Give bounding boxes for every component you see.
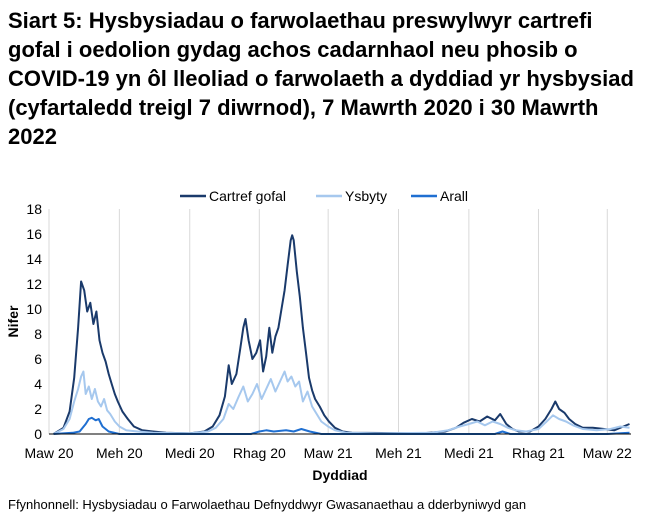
- chart-title: Siart 5: Hysbysiadau o farwolaethau pres…: [8, 8, 634, 149]
- line-chart: Cartref gofal Ysbyty Arall 0 2 4 6 8 10 12 14 16 18…: [5, 188, 632, 483]
- x-tick-label: Medi 21: [444, 445, 494, 461]
- y-tick-label: 8: [34, 326, 42, 342]
- x-tick-label: Maw 21: [304, 445, 353, 461]
- x-tick-label: Medi 20: [165, 445, 215, 461]
- legend-entry: Arall: [440, 188, 468, 204]
- y-tick-label: 16: [26, 226, 42, 242]
- y-tick-label: 6: [34, 351, 42, 367]
- series-lines: [53, 234, 630, 435]
- legend-entry: Cartref gofal: [209, 188, 286, 204]
- series-line-1: [53, 234, 630, 435]
- y-tick-label: 12: [26, 276, 42, 292]
- x-tick-label: Meh 20: [96, 445, 143, 461]
- x-axis-label: Dyddiad: [312, 467, 367, 483]
- x-tick-label: Maw 22: [583, 445, 632, 461]
- x-tick-label: Rhag 20: [233, 445, 286, 461]
- y-tick-label: 0: [34, 426, 42, 442]
- series-line-2: [53, 370, 630, 435]
- y-tick-label: 10: [26, 301, 42, 317]
- y-tick-label: 2: [34, 401, 42, 417]
- y-tick-label: 4: [34, 376, 42, 392]
- legend: Cartref gofal Ysbyty Arall: [180, 188, 468, 204]
- legend-entry: Ysbyty: [345, 188, 387, 204]
- x-tick-label: Rhag 21: [512, 445, 565, 461]
- y-axis-ticks: 0 2 4 6 8 10 12 14 16 18: [26, 201, 42, 442]
- y-tick-label: 18: [26, 201, 42, 217]
- x-tick-label: Meh 21: [375, 445, 422, 461]
- gridlines: [48, 209, 608, 434]
- y-axis-label: Nifer: [5, 305, 21, 337]
- source-note: Ffynhonnell: Hysbysiadau o Farwolaethau …: [8, 497, 527, 512]
- x-axis-ticks: Maw 20 Meh 20 Medi 20 Rhag 20 Maw 21 Meh 21 Me…: [24, 445, 632, 461]
- y-tick-label: 14: [26, 251, 42, 267]
- x-tick-label: Maw 20: [24, 445, 73, 461]
